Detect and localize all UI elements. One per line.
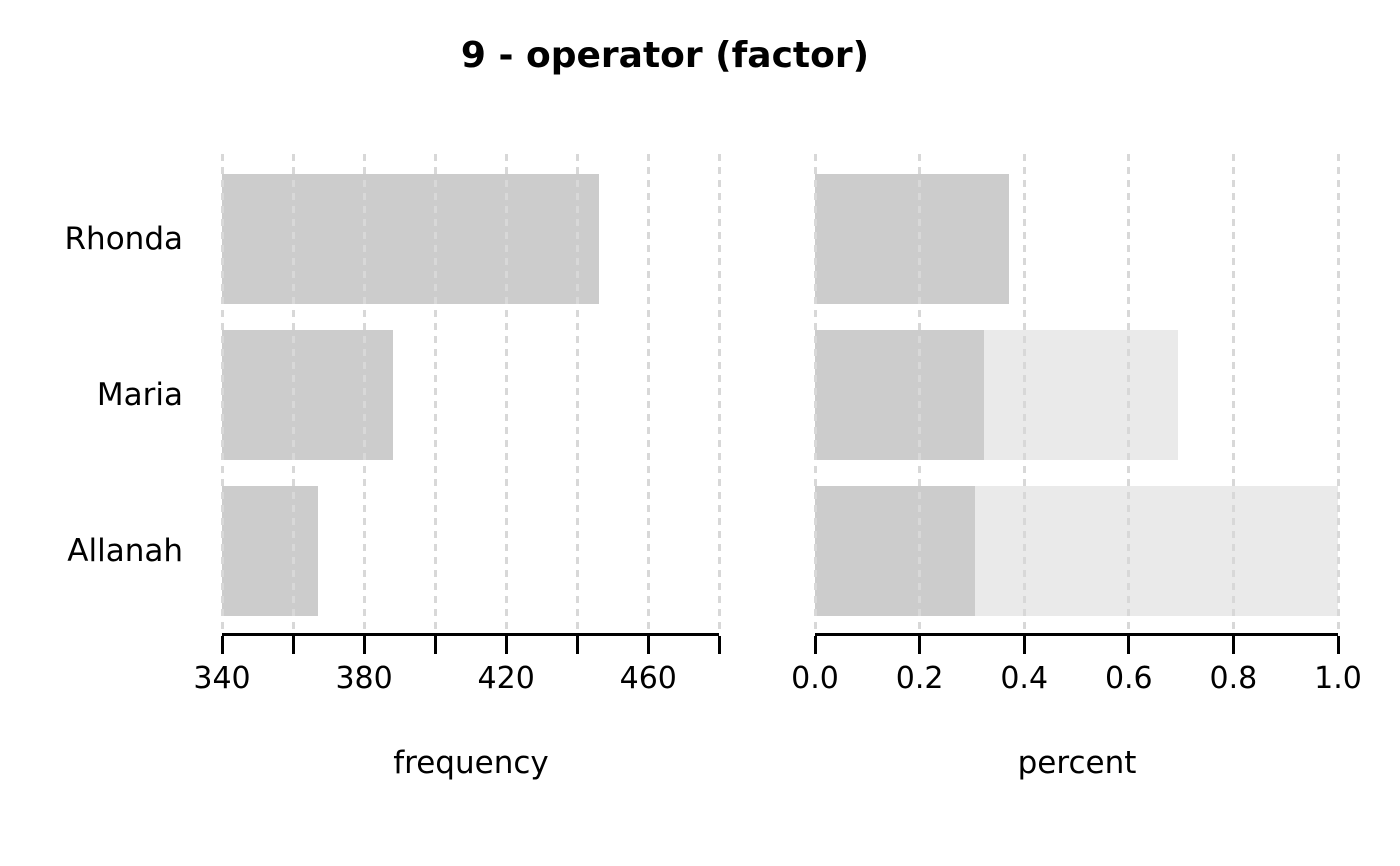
gridline	[1231, 154, 1235, 630]
axis-tick	[220, 636, 224, 654]
gridline	[504, 154, 508, 630]
cumulative-percent-bar-maria	[983, 330, 1178, 460]
category-label-allanah: Allanah	[67, 533, 183, 569]
percent-bar-rhonda	[815, 174, 1010, 304]
gridline	[362, 154, 366, 630]
tick-label: 340	[193, 661, 251, 696]
frequency-axis-title: frequency	[393, 745, 549, 781]
axis-tick	[433, 636, 437, 654]
tick-label: 380	[335, 661, 393, 696]
percent-panel: 0.0 0.2 0.4 0.6 0.8 1.0	[791, 0, 1362, 866]
axis-tick	[362, 636, 366, 654]
tick-label: 1.0	[1314, 661, 1362, 696]
percent-bar-allanah	[815, 486, 976, 616]
percent-axis-title: percent	[1017, 745, 1137, 781]
tick-label: 0.2	[895, 661, 944, 696]
axis-tick	[1231, 636, 1235, 654]
x-axis-line	[815, 633, 1338, 636]
gridline	[717, 154, 721, 630]
tick-label: 420	[477, 661, 535, 696]
cumulative-percent-bar-allanah	[975, 486, 1338, 616]
axis-tick	[918, 636, 922, 654]
gridline	[291, 154, 295, 630]
gridline	[433, 154, 437, 630]
axis-tick	[1336, 636, 1340, 654]
x-axis-line	[222, 633, 720, 636]
gridline	[1127, 154, 1131, 630]
frequency-bar-maria	[222, 330, 393, 460]
gridline	[918, 154, 922, 630]
frequency-bar-allanah	[222, 486, 318, 616]
axis-tick	[291, 636, 295, 654]
gridline	[1336, 154, 1340, 630]
axis-tick	[813, 636, 817, 654]
frequency-bar-rhonda	[222, 174, 599, 304]
tick-label: 0.8	[1209, 661, 1258, 696]
axis-tick	[575, 636, 579, 654]
tick-label: 0.4	[1000, 661, 1049, 696]
axis-tick	[1022, 636, 1026, 654]
axis-tick	[717, 636, 721, 654]
chart-title: 9 - operator (factor)	[460, 35, 870, 76]
tick-label: 460	[619, 661, 677, 696]
gridline	[813, 154, 817, 630]
gridline	[646, 154, 650, 630]
axis-tick	[646, 636, 650, 654]
gridline	[220, 154, 224, 630]
category-label-maria: Maria	[96, 377, 183, 413]
gridline	[575, 154, 579, 630]
category-label-rhonda: Rhonda	[64, 221, 183, 257]
axis-tick	[504, 636, 508, 654]
percent-bar-maria	[815, 330, 984, 460]
frequency-panel: 340 380 420 460	[193, 0, 721, 866]
tick-label: 0.6	[1104, 661, 1153, 696]
gridline	[1022, 154, 1026, 630]
axis-tick	[1127, 636, 1131, 654]
tick-label: 0.0	[791, 661, 839, 696]
